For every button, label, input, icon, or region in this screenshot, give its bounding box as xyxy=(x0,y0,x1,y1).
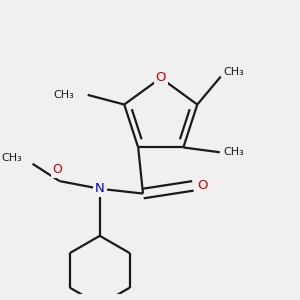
Text: CH₃: CH₃ xyxy=(53,90,74,100)
Text: CH₃: CH₃ xyxy=(223,147,244,157)
Text: O: O xyxy=(197,179,208,192)
Text: O: O xyxy=(52,163,62,176)
Text: CH₃: CH₃ xyxy=(1,153,22,163)
Text: O: O xyxy=(155,71,166,85)
Text: N: N xyxy=(95,182,105,195)
Text: CH₃: CH₃ xyxy=(224,67,244,77)
